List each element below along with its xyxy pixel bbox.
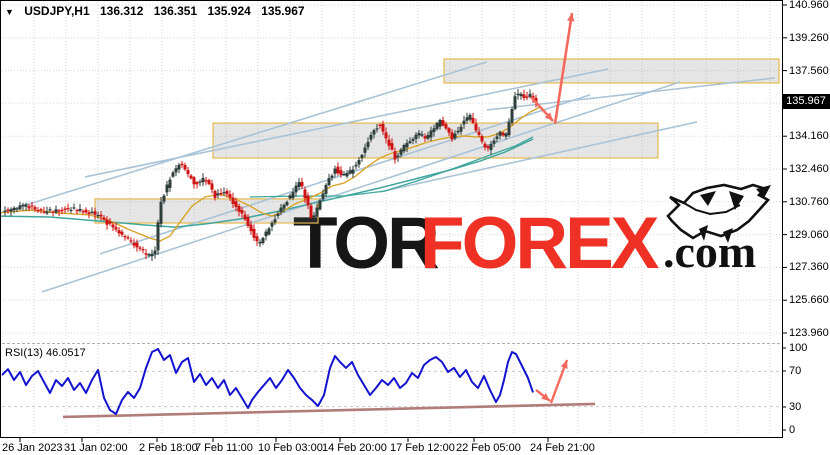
rsi-support-line xyxy=(62,402,596,419)
rsi-axis-label: 0 xyxy=(789,424,796,436)
price-axis-label: 140.960 xyxy=(789,0,829,11)
symbol-name: USDJPY,H1 xyxy=(24,4,90,18)
rsi-axis-label: 70 xyxy=(789,365,802,377)
time-axis-label: 26 Jan 2023 xyxy=(2,442,63,454)
trendline-1 xyxy=(0,61,488,214)
price-axis-label: 137.560 xyxy=(789,64,829,77)
rsi-axis-label: 30 xyxy=(789,401,802,413)
symbol-marker-icon: ▼ xyxy=(5,7,14,17)
rsi-plot xyxy=(1,347,596,419)
rsi-axis-label: 100 xyxy=(789,342,808,354)
time-axis-label: 31 Jan 02:00 xyxy=(64,442,128,454)
grid-lines xyxy=(2,2,780,433)
watermark-com: .com xyxy=(663,226,756,277)
price-axis-label: 139.260 xyxy=(789,31,829,44)
trendline-2 xyxy=(84,68,609,178)
time-axis-label: 22 Feb 05:00 xyxy=(456,442,521,454)
orange-ma xyxy=(0,106,541,242)
price-axis-label: 130.760 xyxy=(789,195,829,208)
trend-lines xyxy=(0,61,776,293)
time-axis-label: 7 Feb 11:00 xyxy=(195,442,253,454)
trendline-3 xyxy=(486,77,776,111)
time-axis[interactable]: 26 Jan 2023 31 Jan 02:00 2 Feb 18:00 7 Feb … xyxy=(0,438,830,455)
watermark-forex: FOREX xyxy=(420,203,660,284)
price-axis-label: 129.060 xyxy=(789,228,829,241)
price-axis-label: 127.360 xyxy=(789,261,829,274)
forecast-arrows xyxy=(530,12,575,125)
time-axis-label: 10 Feb 03:00 xyxy=(258,442,323,454)
time-axis-label: 24 Feb 21:00 xyxy=(530,442,595,454)
teal-ma-1 xyxy=(0,138,534,228)
time-axis-label: 14 Feb 20:00 xyxy=(322,442,387,454)
trendline-5 xyxy=(41,81,681,293)
close-value: 135.967 xyxy=(261,4,305,18)
time-axis-label: 17 Feb 12:00 xyxy=(390,442,455,454)
trendline-4 xyxy=(379,121,698,193)
rsi-indicator-label: RSI(13) 46.0517 xyxy=(5,347,86,359)
watermark: TOR FOREX .com xyxy=(293,183,771,284)
low-value: 135.924 xyxy=(207,4,251,18)
price-axis-label: 132.460 xyxy=(789,163,829,175)
price-axis-label: 123.960 xyxy=(789,327,829,339)
panel-frames xyxy=(0,0,787,442)
price-axis-label: 125.660 xyxy=(789,294,829,307)
open-value: 136.312 xyxy=(99,4,144,18)
high-value: 136.351 xyxy=(153,4,198,18)
zone-resistance-zone xyxy=(443,58,780,84)
bull-bear-logo-icon xyxy=(666,183,771,243)
time-axis-label: 2 Feb 18:00 xyxy=(139,442,198,454)
current-price-tag: 135.967 xyxy=(782,94,830,109)
rsi-line xyxy=(1,347,534,415)
price-axis[interactable]: 140.960 139.260 137.560 134.160 132.460 130.7… xyxy=(783,0,830,438)
ohlc-header: ▼ USDJPY,H1 136.312 136.351 135.924 135.… xyxy=(5,4,312,18)
moving-averages xyxy=(0,106,541,242)
candles xyxy=(3,89,538,261)
price-axis-label: 134.160 xyxy=(789,130,829,143)
